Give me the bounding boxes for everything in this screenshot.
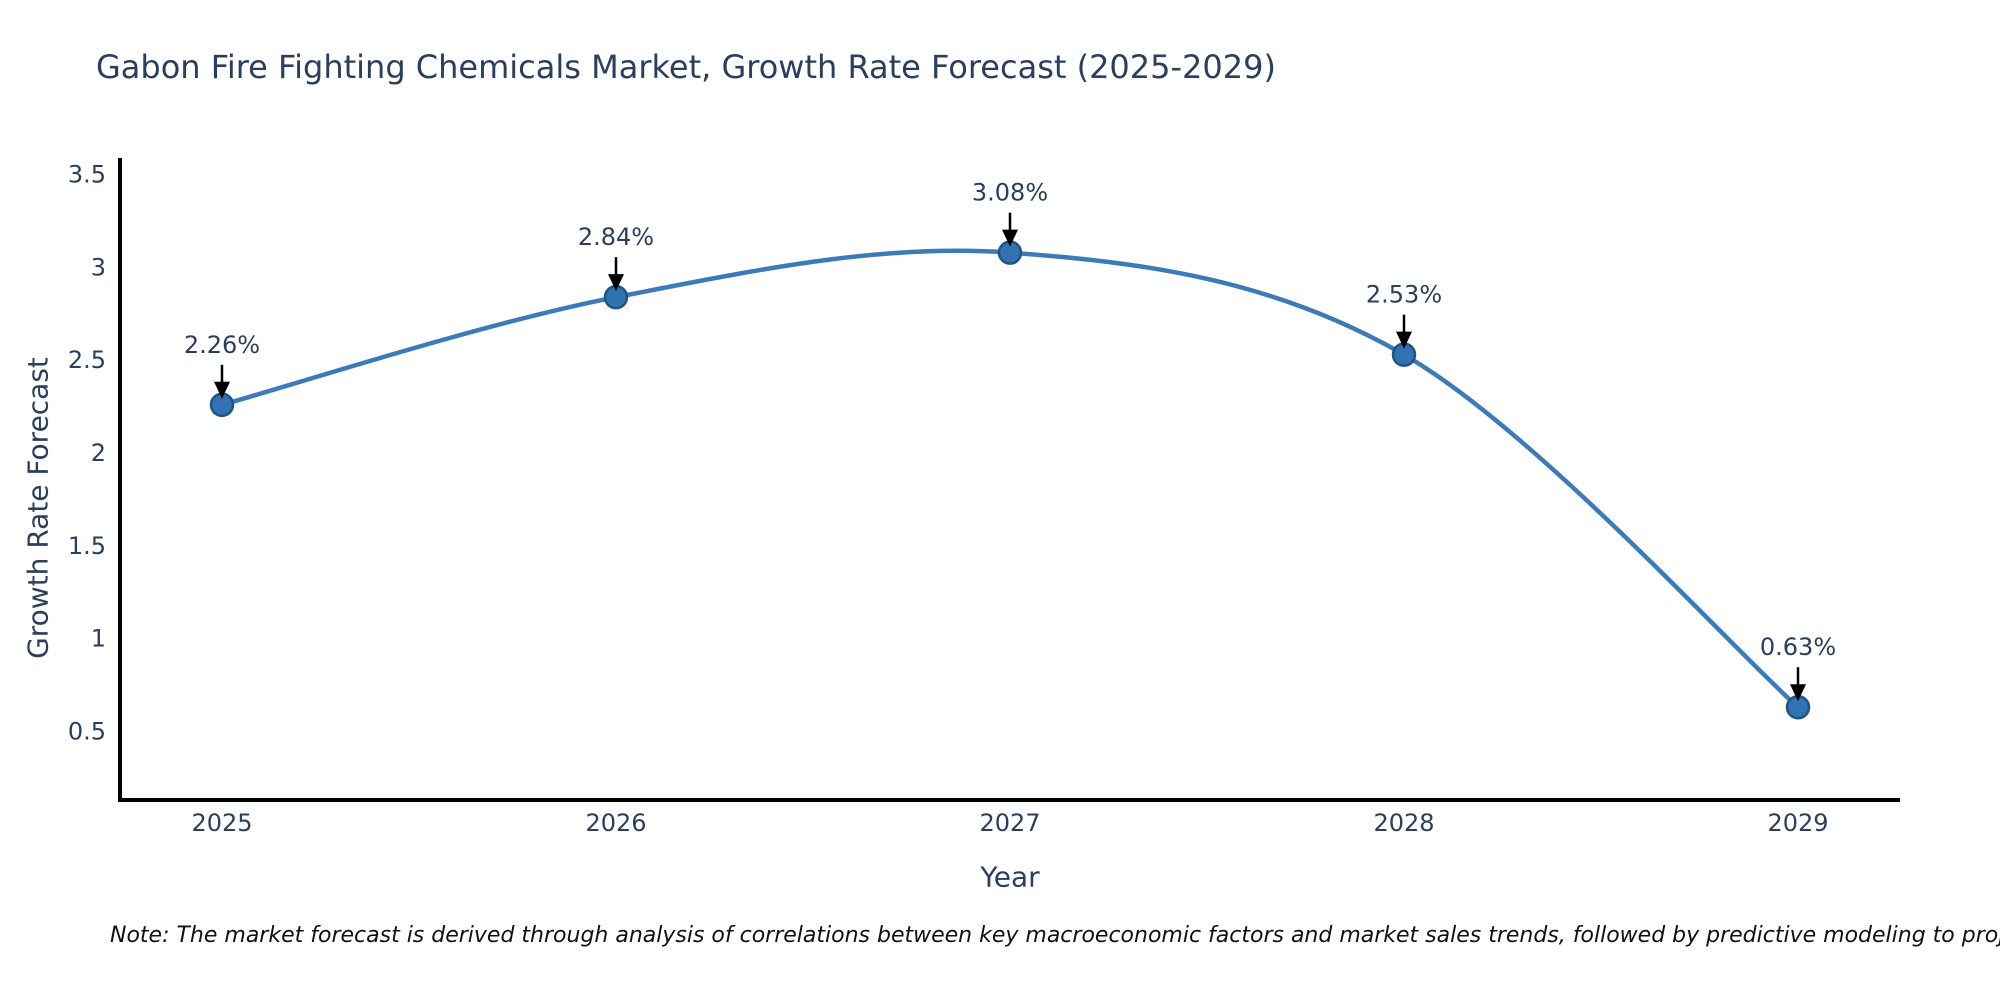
chart-title: Gabon Fire Fighting Chemicals Market, Gr… [96,48,1276,86]
y-tick-label: 1.5 [68,532,106,560]
point-label: 0.63% [1760,633,1836,661]
annotation-arrowhead-icon [1790,684,1807,702]
y-tick-label: 0.5 [68,717,106,745]
y-tick-label: 2 [91,439,106,467]
x-tick-label[interactable]: 2028 [1373,809,1434,837]
x-tick-label[interactable]: 2027 [979,809,1040,837]
annotation-arrowhead-icon [607,274,624,292]
y-tick-label: 2.5 [68,346,106,374]
point-label: 2.53% [1366,281,1442,309]
x-tick-label[interactable]: 2029 [1767,809,1828,837]
y-axis-title: Growth Rate Forecast [22,357,55,659]
x-tick-label[interactable]: 2026 [585,809,646,837]
annotation-arrowhead-icon [1002,229,1018,247]
footnote: Note: The market forecast is derived thr… [110,923,2000,948]
y-tick-label: 3.5 [68,161,106,189]
series-line [219,248,1801,710]
y-tick-label: 1 [91,625,106,653]
annotation-arrowhead-icon [213,381,230,399]
x-tick-label[interactable]: 2025 [191,809,252,837]
plot-area[interactable] [120,158,1900,800]
y-tick-label: 3 [91,253,106,281]
point-label: 3.08% [972,179,1048,207]
annotation-arrowhead-icon [1396,331,1413,349]
point-label: 2.26% [184,331,260,359]
point-label: 2.84% [578,223,654,251]
x-axis-title: Year [979,861,1040,894]
